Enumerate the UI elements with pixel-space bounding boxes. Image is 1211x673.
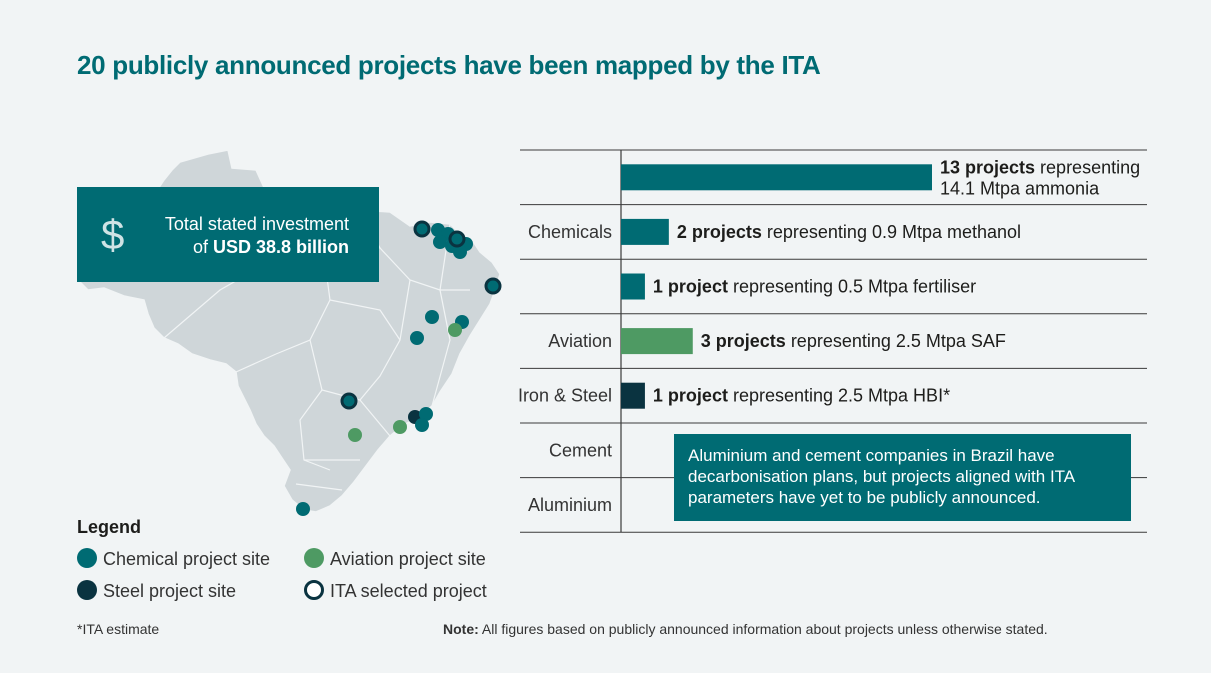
legend-item-chemical: Chemical project site: [77, 548, 270, 570]
bar-label-bold: 2 projects: [677, 222, 762, 242]
investment-box: $ Total stated investment of USD 38.8 bi…: [77, 187, 379, 282]
bar-chemicals: [621, 218, 669, 245]
steel-dot-icon: [77, 580, 97, 601]
ita-selected-ring-icon: [304, 580, 324, 601]
bar-label-text: representing 2.5 Mtpa HBI*: [728, 386, 950, 406]
bar-label-text: representing 0.5 Mtpa fertiliser: [728, 277, 976, 297]
category-label: Cement: [549, 440, 612, 460]
bar-label-text: representing 0.9 Mtpa methanol: [762, 222, 1021, 242]
legend-item-aviation: Aviation project site: [304, 548, 486, 570]
page-title: 20 publicly announced projects have been…: [77, 50, 821, 80]
chemical-site-marker: [419, 407, 433, 421]
bar-data-label: 13 projects representing: [940, 157, 1140, 177]
bar-label-bold: 1 project: [653, 277, 728, 297]
bar-iron-steel: [621, 382, 645, 409]
ita-selected-project-marker: [484, 277, 502, 295]
callout-note: Aluminium and cement companies in Brazil…: [674, 434, 1131, 521]
aviation-site-marker: [448, 323, 462, 337]
bar-chemicals: [621, 164, 932, 191]
category-label: Aluminium: [528, 495, 612, 515]
chemical-site-marker: [453, 245, 467, 259]
chemical-site-marker: [425, 310, 439, 324]
bar-chemicals: [621, 273, 645, 300]
investment-value: of USD 38.8 billion: [192, 237, 349, 257]
footnote: *ITA estimate: [77, 621, 160, 637]
bar-data-label: 3 projects representing 2.5 Mtpa SAF: [701, 331, 1006, 351]
ita-selected-project-marker: [448, 230, 466, 248]
bar-data-label: 1 project representing 0.5 Mtpa fertilis…: [653, 277, 976, 297]
dollar-icon: $: [101, 211, 125, 258]
project-sites: [296, 220, 502, 516]
bar-data-label: 14.1 Mtpa ammonia: [940, 178, 1100, 198]
chemical-site-marker: [410, 331, 424, 345]
bar-aviation: [621, 328, 693, 355]
aviation-site-marker: [348, 428, 362, 442]
chemical-dot-icon: [77, 548, 97, 569]
chemical-site-marker: [433, 235, 447, 249]
legend-item-steel: Steel project site: [77, 580, 236, 602]
bar-label-bold: 13 projects: [940, 157, 1035, 177]
bar-label-bold: 1 project: [653, 386, 728, 406]
legend-title: Legend: [77, 517, 142, 537]
source-note: Note: All figures based on publicly anno…: [443, 621, 1048, 637]
category-label: Aviation: [548, 331, 612, 351]
bar-label-text: representing 2.5 Mtpa SAF: [786, 331, 1006, 351]
chemical-site-marker: [296, 502, 310, 516]
category-label: Iron & Steel: [518, 386, 612, 406]
chemical-site-marker: [415, 418, 429, 432]
ita-selected-project-marker: [413, 220, 431, 238]
bar-data-label: 1 project representing 2.5 Mtpa HBI*: [653, 386, 950, 406]
category-label: Chemicals: [528, 222, 612, 242]
bar-label-bold: 3 projects: [701, 331, 786, 351]
ita-selected-project-marker: [340, 392, 358, 410]
bar-data-label: 2 projects representing 0.9 Mtpa methano…: [677, 222, 1021, 242]
legend-item-ita-selected: ITA selected project: [304, 580, 487, 602]
investment-label: Total stated investment: [164, 214, 349, 234]
aviation-dot-icon: [304, 548, 324, 569]
aviation-site-marker: [393, 420, 407, 434]
bar-label-text: representing: [1035, 157, 1140, 177]
